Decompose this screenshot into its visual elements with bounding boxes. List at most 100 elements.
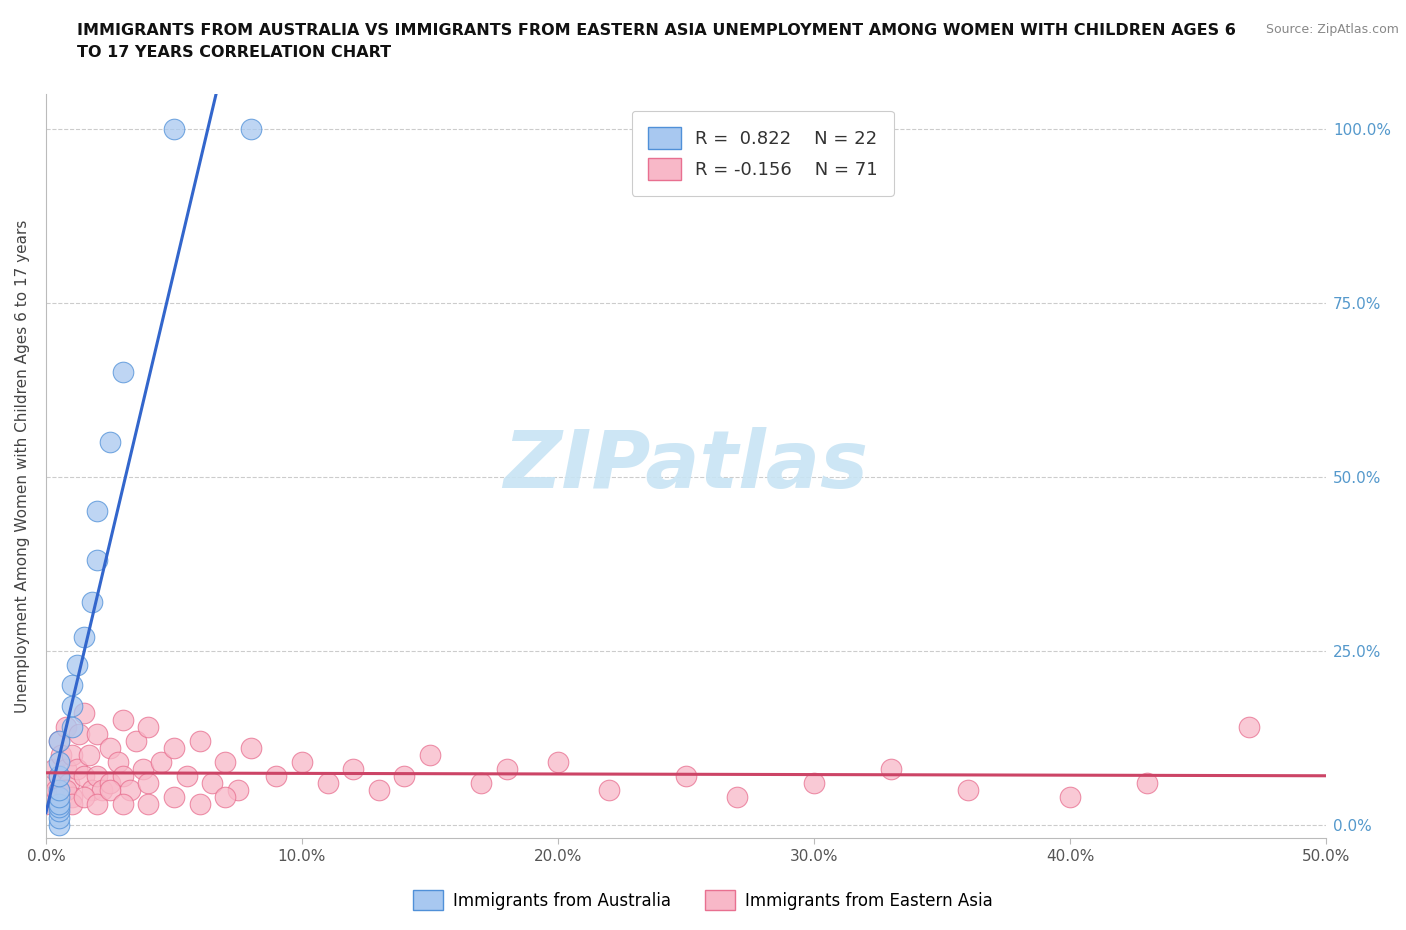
Point [291, 754, 314, 769]
Point [51, 748, 73, 763]
Point [48, 768, 70, 783]
Point [42, 762, 65, 777]
Text: Source: ZipAtlas.com: Source: ZipAtlas.com [1265, 23, 1399, 36]
Point [226, 782, 249, 797]
Point [91, 782, 114, 797]
Point [66, 658, 89, 672]
Point [394, 768, 416, 783]
Point [73, 706, 96, 721]
Point [880, 762, 903, 777]
Text: TO 17 YEARS CORRELATION CHART: TO 17 YEARS CORRELATION CHART [77, 45, 391, 60]
Point [163, 790, 186, 804]
Point [1059, 790, 1081, 804]
Point [239, 740, 262, 755]
Point [86, 552, 108, 567]
Point [239, 122, 262, 137]
Point [55, 762, 77, 777]
Point [803, 776, 825, 790]
Point [39, 790, 62, 804]
Point [107, 754, 129, 769]
Point [73, 630, 96, 644]
Point [48, 804, 70, 818]
Point [48, 796, 70, 811]
Point [60, 720, 83, 735]
Point [79, 748, 101, 763]
Point [138, 720, 160, 735]
Point [111, 768, 134, 783]
Point [86, 796, 108, 811]
Point [111, 712, 134, 727]
Point [60, 790, 83, 804]
Point [214, 790, 236, 804]
Point [35, 776, 58, 790]
Point [48, 754, 70, 769]
Text: IMMIGRANTS FROM AUSTRALIA VS IMMIGRANTS FROM EASTERN ASIA UNEMPLOYMENT AMONG WOM: IMMIGRANTS FROM AUSTRALIA VS IMMIGRANTS … [77, 23, 1236, 38]
Point [266, 768, 288, 783]
Point [675, 768, 697, 783]
Point [48, 796, 70, 811]
Point [35, 796, 58, 811]
Point [214, 754, 236, 769]
Point [111, 796, 134, 811]
Point [495, 762, 517, 777]
Point [48, 734, 70, 749]
Point [201, 776, 224, 790]
Point [470, 776, 492, 790]
Point [48, 782, 70, 797]
Point [55, 720, 77, 735]
Point [48, 790, 70, 804]
Point [98, 782, 121, 797]
Point [138, 776, 160, 790]
Point [73, 768, 96, 783]
Point [725, 790, 748, 804]
Point [60, 796, 83, 811]
Point [98, 434, 121, 449]
Point [956, 782, 979, 797]
Point [598, 782, 620, 797]
Point [163, 740, 186, 755]
Point [60, 678, 83, 693]
Point [120, 782, 142, 797]
Point [1136, 776, 1159, 790]
Point [98, 740, 121, 755]
Point [48, 817, 70, 832]
Point [1239, 720, 1261, 735]
Point [138, 796, 160, 811]
Point [52, 782, 75, 797]
Point [419, 748, 441, 763]
Point [80, 594, 103, 609]
Point [67, 726, 90, 741]
Point [86, 768, 108, 783]
Point [124, 734, 146, 749]
Point [58, 776, 80, 790]
Legend: R =  0.822    N = 22, R = -0.156    N = 71: R = 0.822 N = 22, R = -0.156 N = 71 [631, 111, 894, 196]
Point [111, 365, 134, 379]
Point [188, 796, 211, 811]
Point [48, 800, 70, 815]
Point [60, 748, 83, 763]
Point [132, 762, 155, 777]
Point [150, 754, 173, 769]
Point [80, 782, 103, 797]
Point [73, 790, 96, 804]
Point [163, 122, 186, 137]
Point [98, 776, 121, 790]
Point [188, 734, 211, 749]
Point [48, 734, 70, 749]
Point [86, 504, 108, 519]
Y-axis label: Unemployment Among Women with Children Ages 6 to 17 years: Unemployment Among Women with Children A… [15, 219, 30, 713]
Point [48, 810, 70, 825]
Point [547, 754, 569, 769]
Legend: Immigrants from Australia, Immigrants from Eastern Asia: Immigrants from Australia, Immigrants fr… [406, 884, 1000, 917]
Point [45, 782, 67, 797]
Text: ZIPatlas: ZIPatlas [503, 427, 869, 505]
Point [86, 726, 108, 741]
Point [48, 768, 70, 783]
Point [367, 782, 389, 797]
Point [55, 782, 77, 797]
Point [316, 776, 339, 790]
Point [66, 762, 89, 777]
Point [60, 698, 83, 713]
Point [342, 762, 364, 777]
Point [176, 768, 198, 783]
